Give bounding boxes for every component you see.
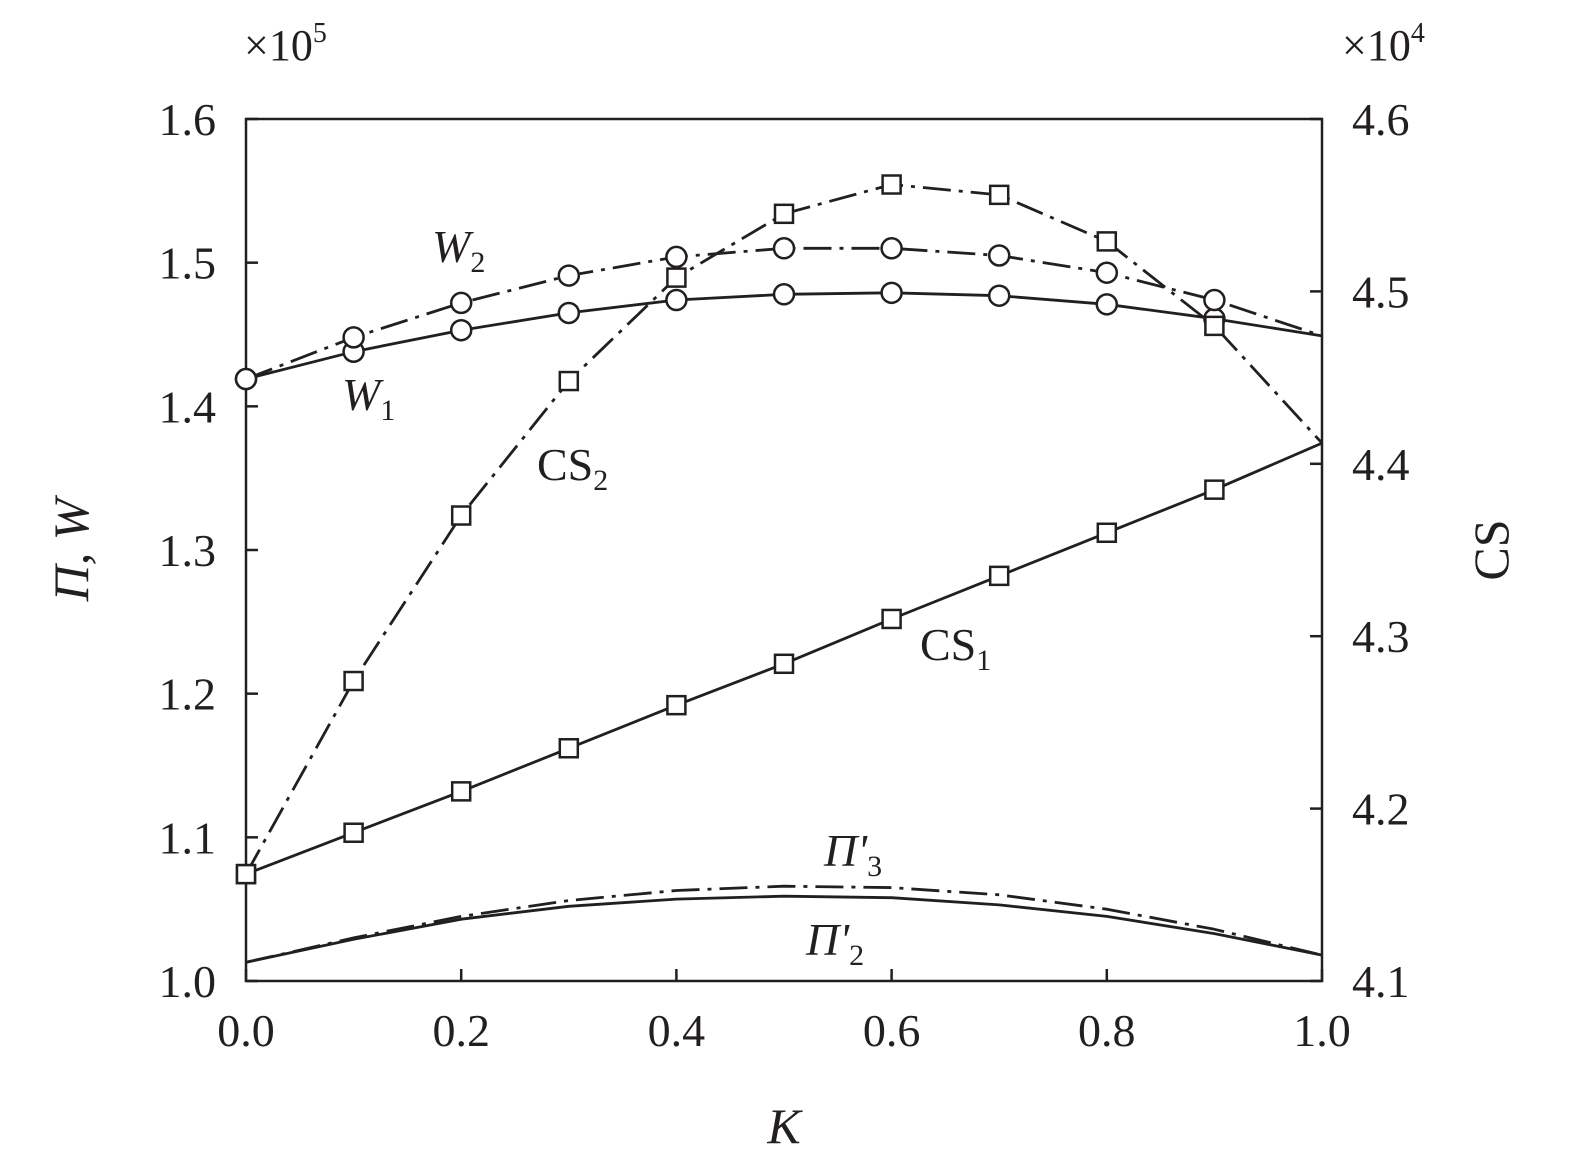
data-point-square	[881, 174, 902, 195]
series-line-1	[245, 291, 1323, 381]
x-tick-label: 1.0	[1293, 1005, 1351, 1056]
series-line-5	[245, 894, 1323, 964]
y-left-tick-label: 1.5	[159, 238, 217, 289]
data-point-square	[450, 505, 472, 526]
data-point-circle	[880, 281, 903, 305]
data-point-square	[773, 203, 795, 225]
y-right-tick-label: 4.5	[1352, 266, 1410, 317]
series-line-2	[245, 246, 1323, 381]
right-multiplier: ×104	[1342, 18, 1425, 70]
y-left-tick-label: 1.3	[159, 525, 217, 576]
data-point-square	[558, 370, 580, 392]
y-right-tick-label: 4.3	[1352, 611, 1410, 662]
y-left-axis-title: Π, W	[43, 494, 99, 602]
data-point-square	[558, 738, 580, 759]
data-point-square	[988, 565, 1010, 587]
data-point-circle	[987, 284, 1011, 307]
label-cs1: CS1	[920, 619, 991, 677]
data-point-circle	[449, 318, 473, 342]
data-point-square	[666, 694, 687, 716]
data-point-circle	[880, 237, 903, 260]
left-multiplier: ×105	[244, 18, 327, 70]
markers-layer	[234, 174, 1226, 885]
x-tick-label: 0.8	[1078, 1005, 1136, 1056]
data-point-square	[1204, 479, 1225, 500]
data-point-square	[773, 653, 795, 675]
label-pi3: Π'3	[823, 825, 882, 883]
data-point-circle	[1095, 293, 1119, 316]
y-right-tick-label: 4.1	[1352, 956, 1410, 1007]
data-point-circle	[772, 283, 796, 306]
y-right-tick-label: 4.2	[1352, 784, 1410, 835]
data-point-square	[666, 267, 687, 288]
data-point-square	[450, 781, 472, 802]
x-tick-label: 0.4	[648, 1005, 706, 1056]
data-point-square	[1096, 522, 1118, 544]
label-w2: W2	[432, 221, 485, 279]
series-line-6	[245, 884, 1323, 964]
data-point-circle	[987, 244, 1011, 267]
data-point-square	[1204, 315, 1225, 337]
data-point-square	[1096, 231, 1118, 252]
y-right-axis-title: CS	[1463, 519, 1519, 580]
data-point-circle	[665, 245, 688, 269]
data-point-circle	[342, 326, 365, 349]
y-right-tick-label: 4.6	[1352, 94, 1410, 145]
data-point-square	[343, 670, 364, 692]
data-point-square	[988, 184, 1010, 206]
x-axis-title: K	[766, 1098, 803, 1154]
data-point-circle	[449, 291, 473, 315]
y-left-tick-label: 1.6	[159, 94, 217, 145]
data-point-square	[881, 608, 902, 630]
data-point-circle	[1095, 261, 1119, 284]
data-point-circle	[665, 288, 688, 312]
x-tick-label: 0.2	[432, 1005, 490, 1056]
data-point-circle	[234, 367, 258, 391]
data-point-circle	[557, 264, 581, 287]
data-point-square	[343, 822, 364, 843]
y-left-tick-label: 1.1	[159, 812, 217, 863]
data-point-circle	[557, 301, 581, 325]
data-point-square	[235, 863, 257, 885]
ticks-layer: 0.0 0.2 0.4 0.6 0.8 1.0 1.0 1.1 1.2 1.3 1.4 1.5 1.6 4…	[159, 94, 1410, 1056]
label-cs2: CS2	[537, 439, 608, 497]
y-left-tick-label: 1.0	[159, 956, 217, 1007]
data-point-circle	[772, 237, 796, 260]
label-w1: W1	[342, 369, 395, 427]
y-left-tick-label: 1.4	[159, 381, 217, 432]
x-tick-label: 0.0	[217, 1005, 275, 1056]
data-point-circle	[1203, 288, 1226, 312]
label-pi2: Π'2	[805, 914, 864, 972]
x-tick-label: 0.6	[863, 1005, 921, 1056]
y-right-tick-label: 4.4	[1352, 439, 1410, 490]
y-left-tick-label: 1.2	[159, 669, 217, 720]
